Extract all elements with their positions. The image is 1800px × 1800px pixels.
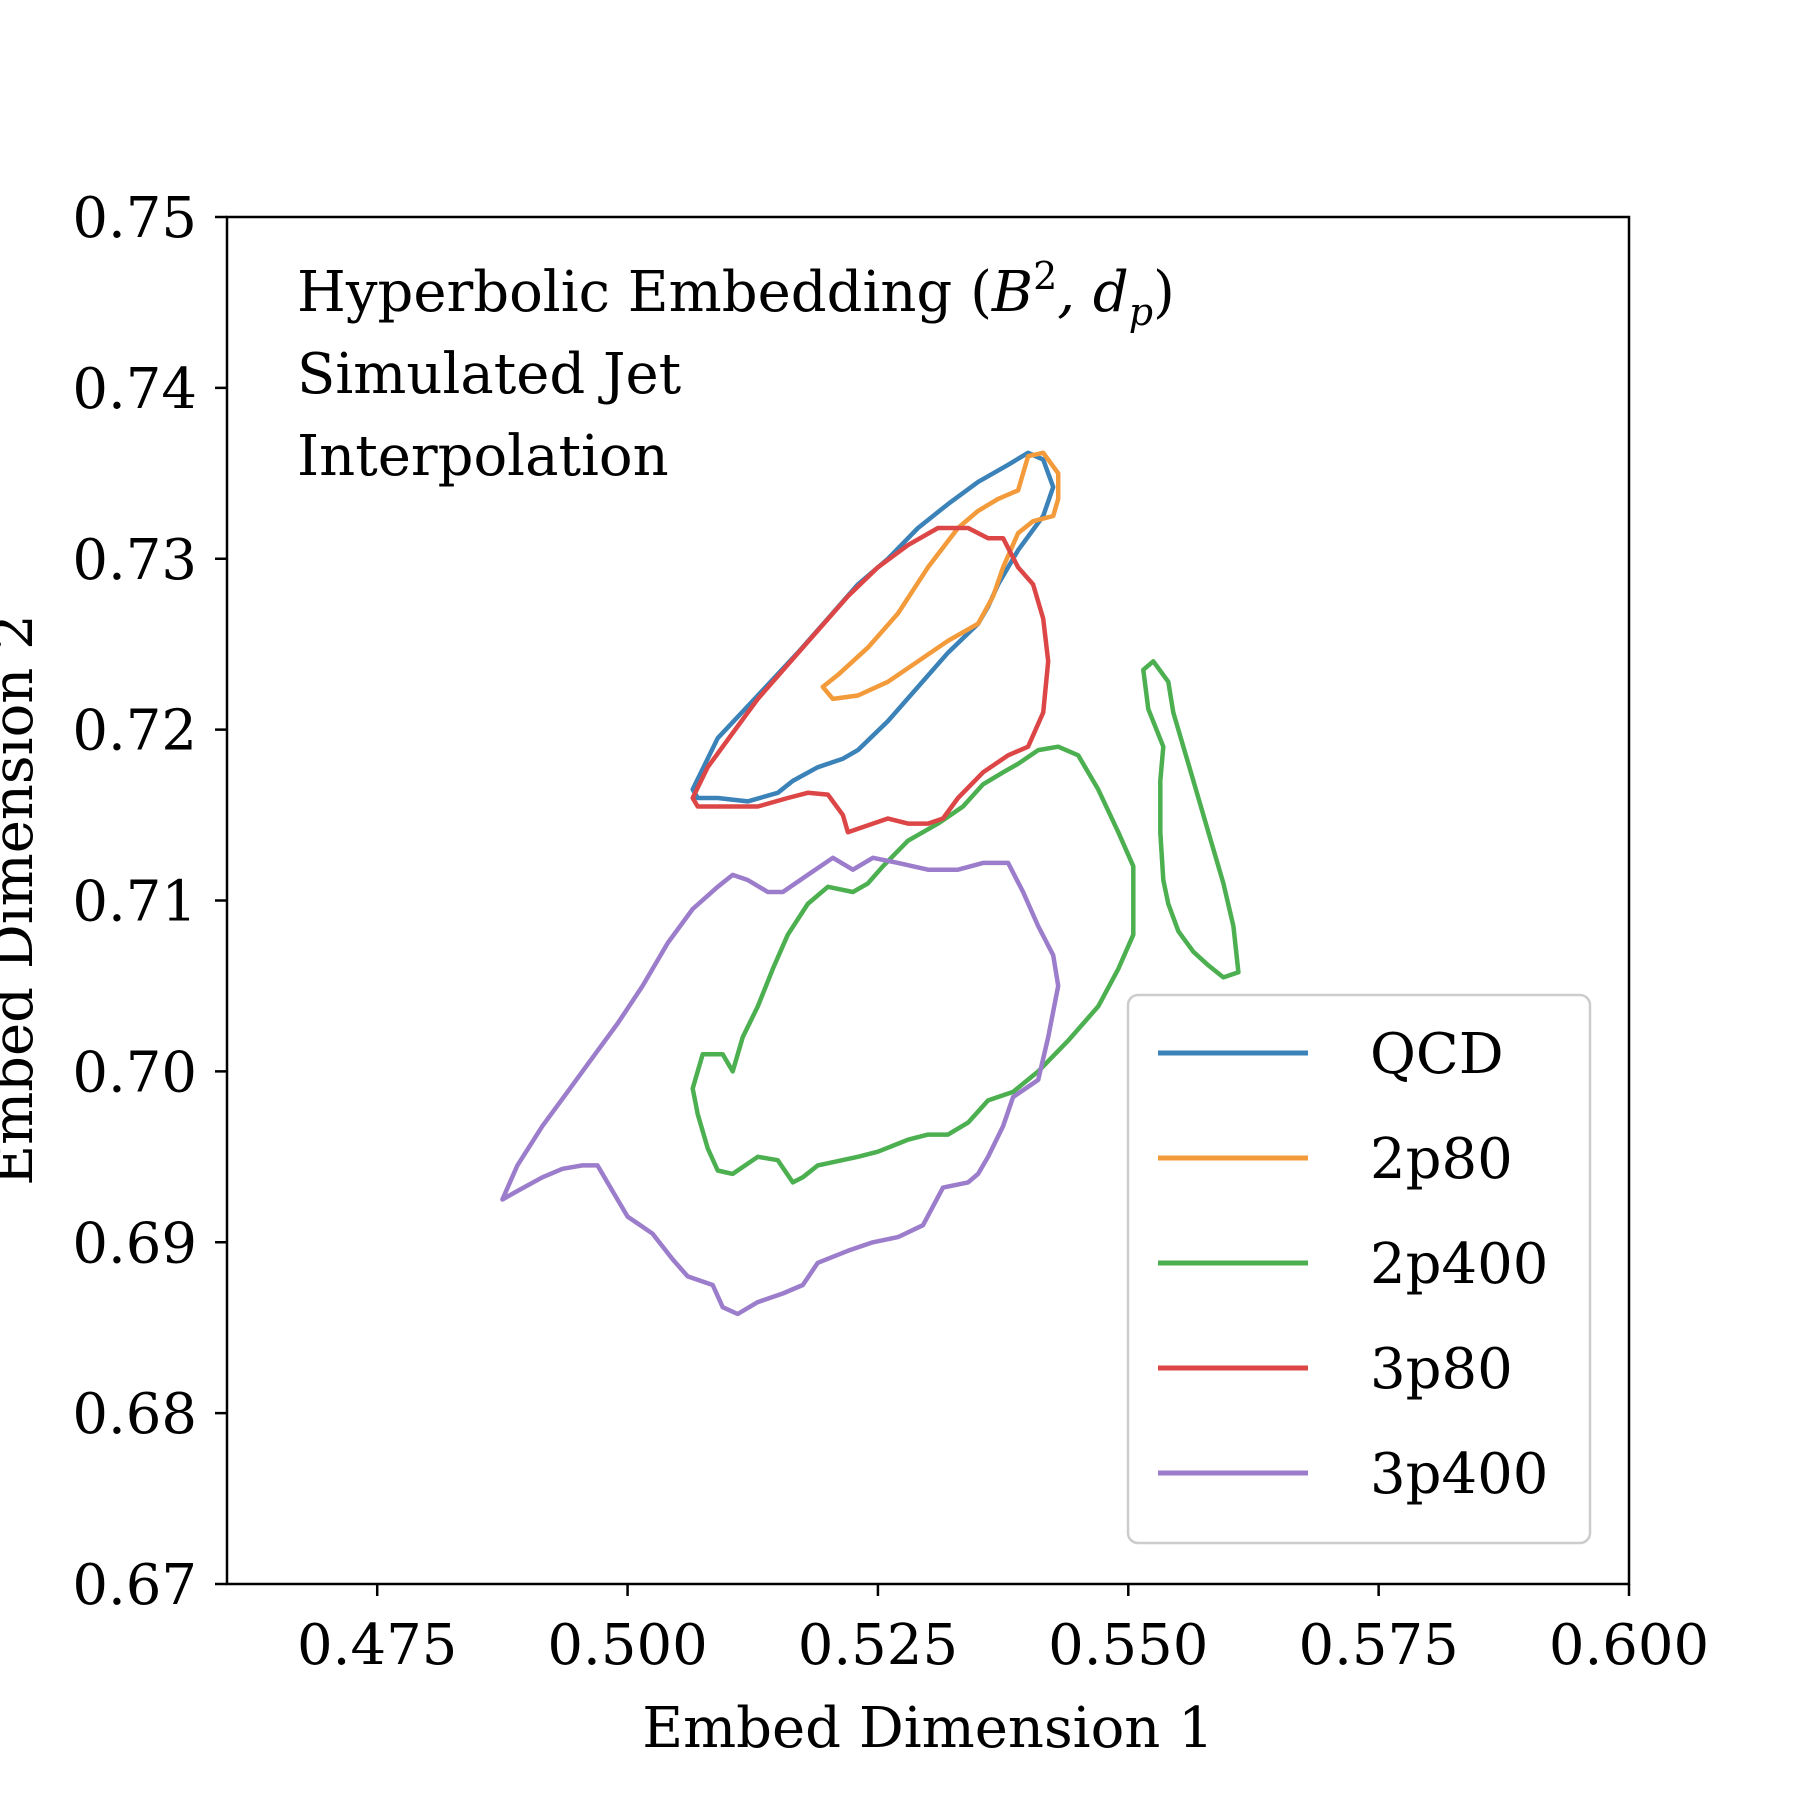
y-axis: 0.67 0.68 0.69 0.70 0.71 0.72 0.73 0.74 0.75 [72,186,227,1618]
legend-label-qcd: QCD [1370,1022,1504,1087]
contour-3p80-4 [690,525,1051,835]
y-tick-label: 0.69 [72,1211,197,1276]
y-tick-label: 0.72 [72,699,197,764]
annotation-line-1: Hyperbolic Embedding (B2, dp) [297,254,1175,334]
y-tick-label: 0.70 [72,1040,197,1105]
x-tick-label: 0.575 [1298,1613,1458,1678]
y-tick-label: 0.71 [72,870,197,935]
annotation-line-1-text: Hyperbolic Embedding ( [297,260,992,325]
x-tick-label: 0.600 [1549,1613,1709,1678]
annotation-line-3: Interpolation [297,424,669,489]
annotation-subscript: p [1129,290,1153,334]
y-tick-label: 0.75 [72,186,197,251]
y-axis-title: Embed Dimension 2 [0,614,46,1186]
contour-2p80-1 [820,450,1061,702]
annotation-script-letter: B [991,260,1033,325]
contour-2p400-2 [690,744,1136,1185]
x-tick-label: 0.475 [297,1613,457,1678]
legend-box [1126,993,1592,1545]
legend: QCD 2p80 2p400 3p80 3p400 [1126,993,1592,1545]
y-tick-label: 0.67 [72,1553,197,1618]
annotation-block: Hyperbolic Embedding (B2, dp) Simulated … [297,254,1175,489]
legend-items: QCD 2p80 2p400 3p80 3p400 [1158,1022,1548,1507]
x-tick-label: 0.525 [798,1613,958,1678]
y-tick-label: 0.68 [72,1382,197,1447]
annotation-line-2: Simulated Jet [297,342,682,407]
contour-3p400-5 [500,855,1061,1317]
x-tick-label: 0.550 [1048,1613,1208,1678]
x-tick-label: 0.500 [547,1613,707,1678]
x-axis-title: Embed Dimension 1 [642,1696,1214,1761]
annotation-close-paren: ) [1153,260,1175,325]
annotation-superscript: 2 [1033,254,1057,298]
y-tick-label: 0.74 [72,357,197,422]
legend-label-2p80: 2p80 [1370,1127,1513,1192]
legend-label-2p400: 2p400 [1370,1232,1548,1297]
legend-label-3p400: 3p400 [1370,1442,1548,1507]
y-tick-label: 0.73 [72,528,197,593]
x-axis: 0.475 0.500 0.525 0.550 0.575 0.600 [297,1584,1709,1678]
annotation-comma-d: , d [1057,260,1128,325]
legend-label-3p80: 3p80 [1370,1337,1513,1402]
contour-2p400-3 [1141,659,1241,980]
contour-lines [500,450,1241,1317]
